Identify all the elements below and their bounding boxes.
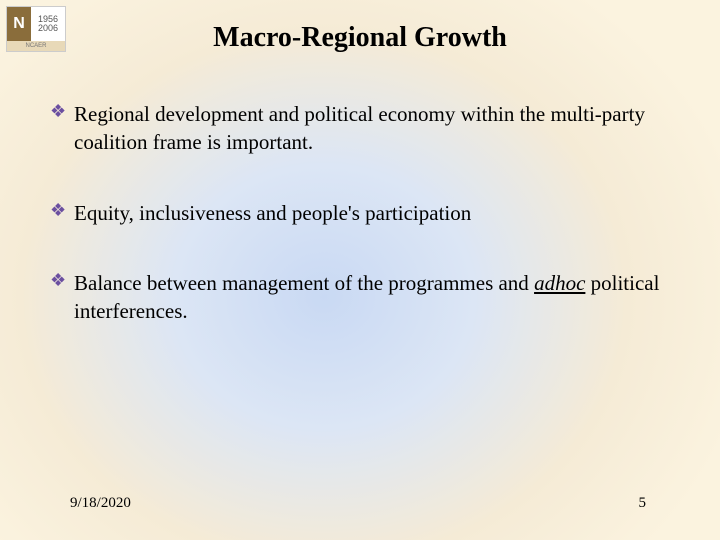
- footer-date: 9/18/2020: [70, 495, 131, 512]
- bullet-item: ❖ Balance between management of the prog…: [50, 269, 670, 326]
- bullet-text-prefix: Balance between management of the progra…: [74, 271, 534, 295]
- diamond-bullet-icon: ❖: [50, 102, 66, 120]
- bullet-item: ❖ Regional development and political eco…: [50, 100, 670, 157]
- slide-title: Macro-Regional Growth: [0, 22, 720, 54]
- diamond-bullet-icon: ❖: [50, 271, 66, 289]
- bullet-text: Regional development and political econo…: [74, 102, 645, 154]
- diamond-bullet-icon: ❖: [50, 201, 66, 219]
- bullet-text-emph: adhoc: [534, 271, 585, 295]
- slide-content: ❖ Regional development and political eco…: [50, 100, 670, 368]
- footer-page-number: 5: [639, 495, 647, 512]
- bullet-item: ❖ Equity, inclusiveness and people's par…: [50, 199, 670, 227]
- bullet-text: Equity, inclusiveness and people's parti…: [74, 201, 471, 225]
